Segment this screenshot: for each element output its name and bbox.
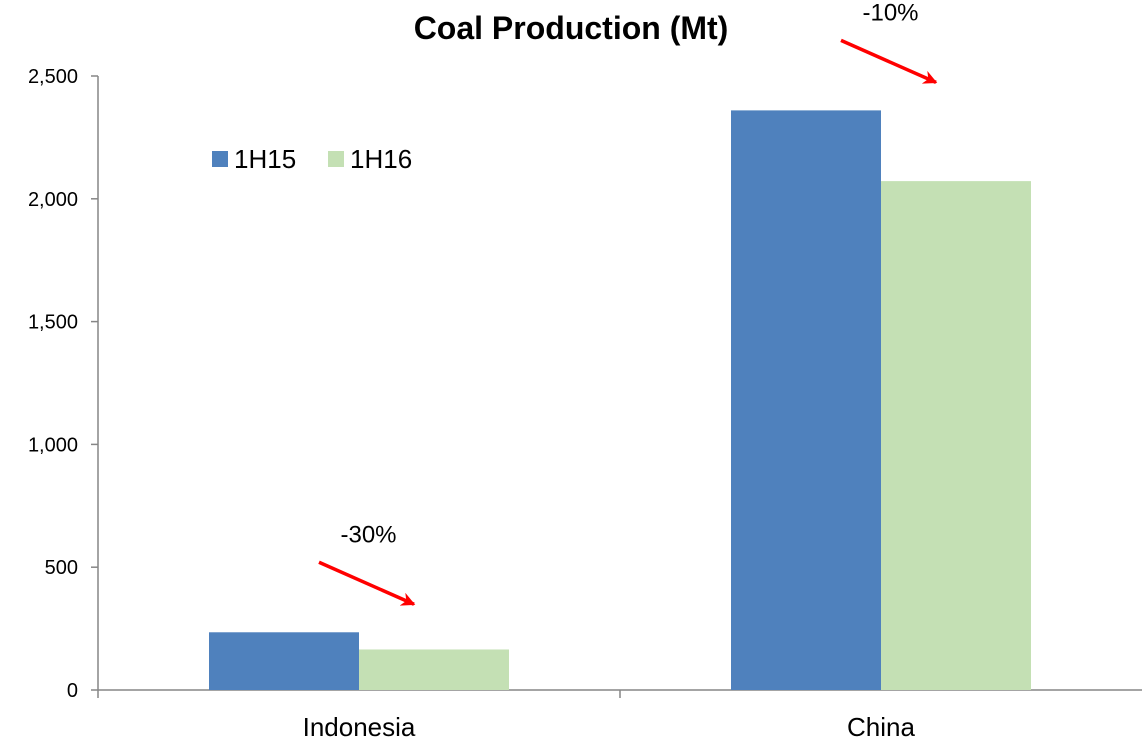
bar-1h15-china [731, 110, 881, 690]
legend-label-1h16: 1H16 [350, 144, 412, 174]
annotation-arrow [318, 560, 416, 606]
annotation-label: -30% [340, 521, 396, 548]
y-tick-label: 1,000 [28, 434, 78, 456]
y-tick-label: 500 [45, 557, 78, 579]
y-tick-label: 2,500 [28, 66, 78, 88]
legend-swatch-1h15 [212, 151, 228, 167]
y-tick-label: 2,000 [28, 189, 78, 211]
bar-1h16-china [881, 181, 1031, 690]
annotation-arrow [840, 38, 938, 84]
bar-1h15-indonesia [209, 632, 359, 690]
x-tick-label: Indonesia [303, 712, 416, 742]
y-tick-label: 1,500 [28, 312, 78, 334]
legend-label-1h15: 1H15 [234, 144, 296, 174]
x-tick-label: China [847, 712, 915, 742]
chart-title: Coal Production (Mt) [413, 10, 729, 46]
bar-1h16-indonesia [359, 649, 509, 690]
legend-swatch-1h16 [328, 151, 344, 167]
y-tick-label: 0 [67, 680, 78, 702]
annotation-label: -10% [862, 0, 918, 26]
